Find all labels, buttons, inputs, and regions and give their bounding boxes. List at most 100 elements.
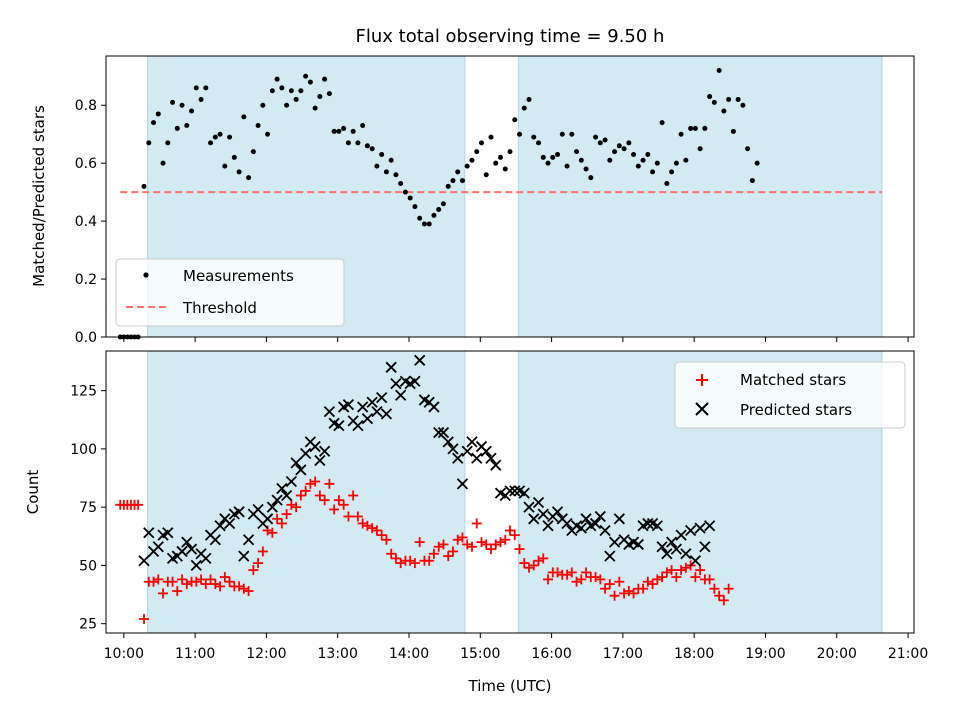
measurement-point	[269, 88, 275, 94]
y-tick-label: 25	[79, 617, 97, 633]
x-tick-label: 15:00	[460, 646, 500, 662]
measurement-point	[260, 102, 266, 108]
matched-star-point	[566, 567, 577, 578]
predicted-star-point	[318, 445, 331, 457]
matched-star-point	[153, 574, 164, 585]
measurement-point	[659, 120, 665, 126]
predicted-star-point	[471, 452, 483, 464]
matched-star-point	[333, 495, 344, 506]
measurement-point	[564, 163, 570, 169]
predicted-star-point	[271, 494, 283, 506]
matched-star-point	[595, 574, 606, 585]
measurement-point	[621, 146, 627, 152]
matched-star-point	[638, 583, 649, 594]
matched-star-point	[267, 527, 278, 538]
matched-star-point	[305, 478, 316, 489]
measurement-point	[483, 172, 489, 178]
matched-star-point	[680, 562, 691, 573]
predicted-star-point	[703, 520, 716, 532]
measurement-point	[612, 149, 618, 155]
predicted-star-point	[604, 550, 616, 562]
matched-star-point	[485, 544, 496, 555]
measurement-point	[745, 146, 751, 152]
measurement-point	[360, 123, 366, 129]
measurement-point	[645, 151, 651, 157]
measurement-point	[274, 76, 280, 82]
measurement-point	[393, 172, 399, 178]
measurement-point	[740, 102, 746, 108]
matched-star-point	[619, 588, 630, 599]
matched-star-point	[191, 576, 202, 587]
measurement-point	[284, 102, 290, 108]
matched-star-point	[386, 548, 397, 559]
measurement-point	[488, 134, 494, 140]
y-tick-label: 0.2	[75, 272, 97, 288]
matched-star-point	[215, 581, 226, 592]
measurement-point	[678, 131, 684, 137]
predicted-star-point	[223, 517, 236, 530]
predicted-star-point	[352, 419, 364, 432]
matched-star-point	[133, 499, 144, 510]
matched-star-point	[718, 595, 729, 606]
measurement-point	[749, 178, 755, 184]
predicted-star-point	[608, 536, 621, 548]
measurement-point	[341, 125, 347, 131]
matched-star-point	[490, 539, 501, 550]
x-tick-label: 21:00	[888, 646, 928, 662]
legend-measurements-marker	[143, 272, 149, 278]
matched-star-point	[357, 518, 368, 529]
matched-star-point	[376, 530, 387, 541]
matched-star-point	[181, 579, 192, 590]
measurement-point	[540, 154, 546, 160]
predicted-star-point	[371, 405, 383, 418]
matched-star-point	[281, 509, 292, 520]
measurement-point	[683, 157, 689, 163]
predicted-star-point	[675, 529, 687, 541]
predicted-star-point	[290, 457, 302, 469]
y-tick-label: 75	[79, 500, 97, 516]
measurement-point	[583, 166, 589, 172]
predicted-star-point	[409, 375, 421, 387]
predicted-star-point	[266, 501, 278, 513]
matched-star-point	[409, 558, 420, 569]
y-tick-label: 125	[70, 384, 97, 400]
measurement-point	[626, 140, 632, 146]
measurement-point	[421, 221, 427, 227]
measurement-point	[597, 140, 603, 146]
matched-star-point	[723, 583, 734, 594]
measurement-point	[688, 125, 694, 131]
measurement-point	[450, 178, 456, 184]
measurement-point	[222, 163, 228, 169]
matched-star-point	[158, 588, 169, 599]
predicted-star-point	[285, 475, 298, 488]
predicted-star-point	[684, 524, 697, 537]
matched-star-point	[552, 567, 563, 578]
measurement-point	[754, 160, 760, 166]
predicted-star-point	[233, 506, 245, 518]
y-tick-label: 100	[70, 442, 97, 458]
matched-star-point	[428, 548, 439, 559]
predicted-star-point	[575, 522, 587, 534]
matched-star-point	[514, 544, 525, 555]
predicted-star-point	[209, 534, 221, 546]
measurement-point	[265, 131, 271, 137]
matched-star-point	[314, 490, 325, 501]
measurement-point	[307, 79, 313, 85]
measurement-point	[364, 143, 370, 149]
measurement-point	[369, 146, 375, 152]
matched-star-point	[623, 586, 634, 597]
matched-star-point	[528, 560, 539, 571]
measurement-point	[550, 154, 556, 160]
matched-star-point	[390, 553, 401, 564]
measurement-point	[250, 149, 256, 155]
matched-star-point	[647, 579, 658, 590]
matched-star-point	[604, 579, 615, 590]
measurement-point	[317, 94, 323, 100]
matched-star-point	[642, 576, 653, 587]
matched-star-point	[666, 565, 677, 576]
predicted-star-point	[599, 524, 611, 537]
predicted-star-point	[176, 545, 188, 558]
x-tick-label: 13:00	[318, 646, 358, 662]
predicted-star-point	[276, 482, 288, 495]
ratio-axes-frame	[105, 55, 915, 338]
